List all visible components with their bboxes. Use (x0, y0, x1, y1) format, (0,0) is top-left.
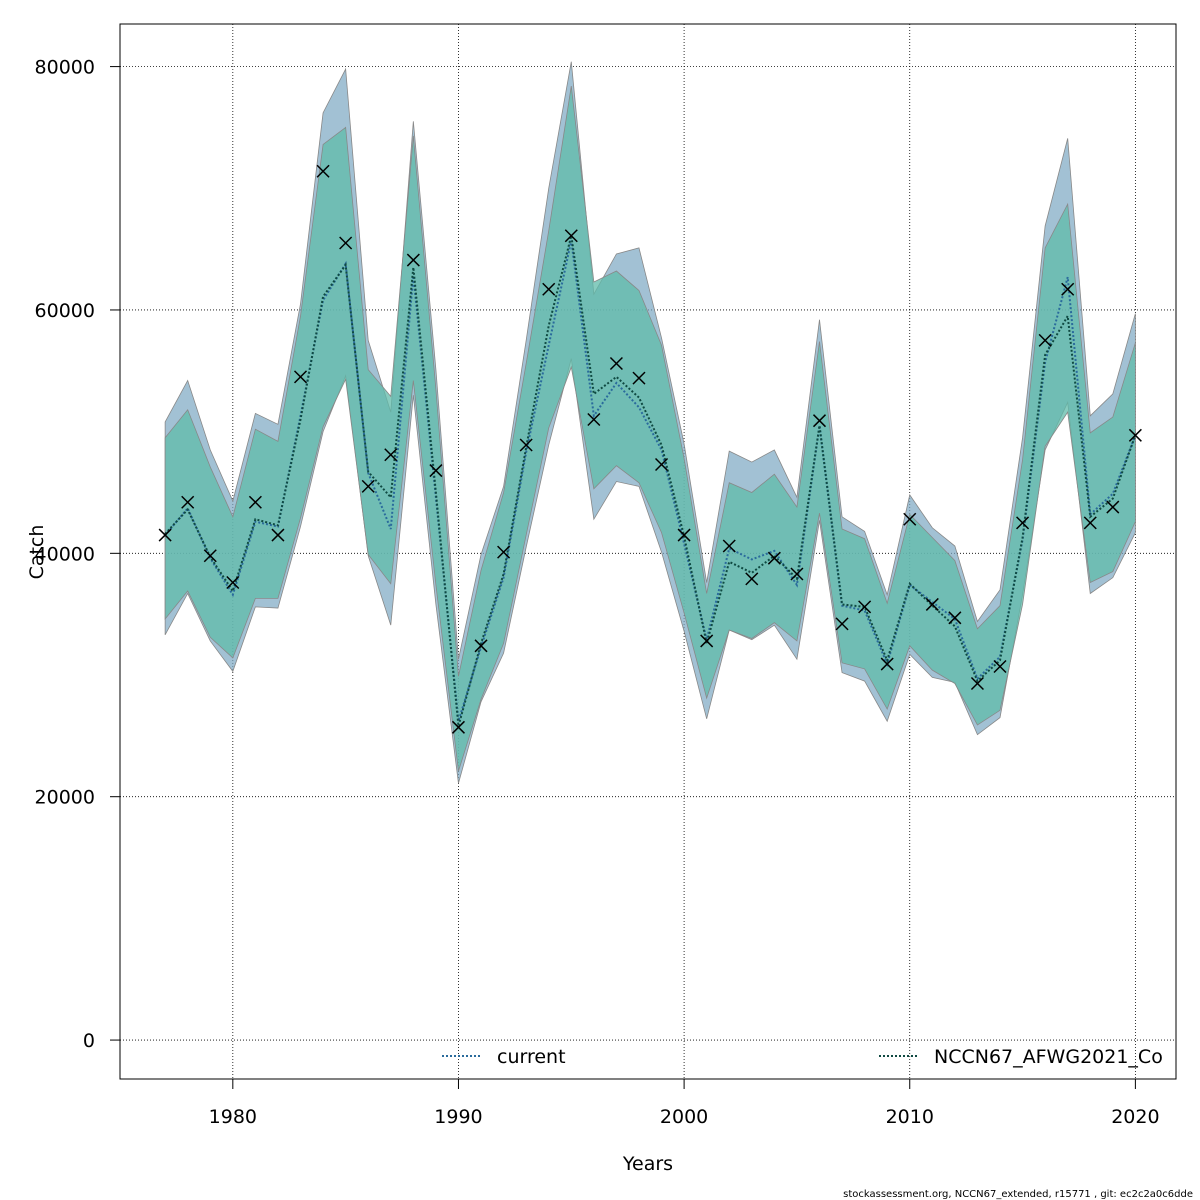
observed-point (226, 575, 240, 590)
series-line-1 (164, 240, 1137, 722)
x-tick-label: 1990 (434, 1106, 482, 1128)
observed-point (812, 414, 827, 428)
observed-point (632, 371, 646, 385)
x-tick-label: 1980 (209, 1106, 257, 1128)
observed-point (835, 617, 849, 631)
observed-point (925, 597, 939, 611)
observed-point (339, 236, 353, 250)
plot-frame (119, 23, 1177, 1080)
x-tick-label: 2000 (660, 1106, 708, 1128)
observed-point (293, 370, 308, 384)
observed-point (745, 572, 759, 586)
observed-point (880, 657, 894, 671)
observed-point (1061, 282, 1075, 296)
y-tick-label: 60000 (35, 300, 95, 322)
x-axis-title: Years (622, 1153, 673, 1175)
y-tick-label: 80000 (35, 57, 95, 79)
observed-points (158, 164, 1142, 734)
footnote: stockassessment.org, NCCN67_extended, r1… (843, 1189, 1193, 1200)
observed-point (858, 600, 872, 614)
x-tick-label: 2010 (886, 1106, 934, 1128)
observed-point (790, 567, 804, 581)
observed-point (361, 479, 375, 493)
observed-point (181, 495, 195, 509)
observed-point (903, 512, 917, 526)
y-tick-label: 0 (83, 1030, 95, 1052)
observed-point (970, 676, 984, 691)
observed-point (519, 438, 533, 452)
observed-point (1016, 516, 1030, 530)
observed-point (1083, 516, 1097, 530)
legend: current NCCN67_AFWG2021_Co (442, 1046, 1163, 1068)
observed-point (497, 545, 511, 559)
gridlines (120, 24, 1176, 1079)
observed-point (700, 634, 714, 648)
observed-point (248, 495, 262, 509)
observed-point (948, 611, 962, 625)
observed-point (722, 539, 736, 553)
observed-point (993, 659, 1007, 674)
observed-point (587, 412, 601, 427)
observed-point (158, 528, 172, 542)
observed-point (203, 549, 217, 563)
observed-point (384, 448, 398, 462)
y-axis-title: Catch (26, 525, 48, 580)
observed-point (451, 720, 465, 734)
x-axis: 1980 1990 2000 2010 2020 (209, 1079, 1160, 1128)
observed-point (1128, 428, 1142, 442)
series-lines (164, 235, 1137, 727)
y-axis: 0 20000 40000 60000 80000 (35, 57, 120, 1052)
observed-point (1106, 500, 1120, 514)
observed-point (316, 164, 330, 178)
observed-point (406, 253, 420, 267)
series-line-2 (164, 235, 1137, 727)
x-tick-label: 2020 (1111, 1106, 1159, 1128)
y-tick-label: 20000 (35, 787, 95, 809)
observed-point (271, 528, 285, 542)
observed-point (1038, 333, 1052, 347)
observed-point (564, 229, 578, 243)
observed-point (429, 464, 443, 478)
observed-point (609, 356, 623, 371)
observed-point (542, 282, 556, 296)
legend-label-current: current (497, 1046, 566, 1068)
observed-point (767, 551, 781, 565)
observed-point (655, 457, 669, 472)
y-tick-label: 40000 (35, 543, 95, 565)
observed-point (677, 528, 691, 542)
observed-point (474, 639, 488, 653)
legend-label-nccn67: NCCN67_AFWG2021_Co (934, 1046, 1163, 1068)
series-band-2 (164, 85, 1136, 772)
